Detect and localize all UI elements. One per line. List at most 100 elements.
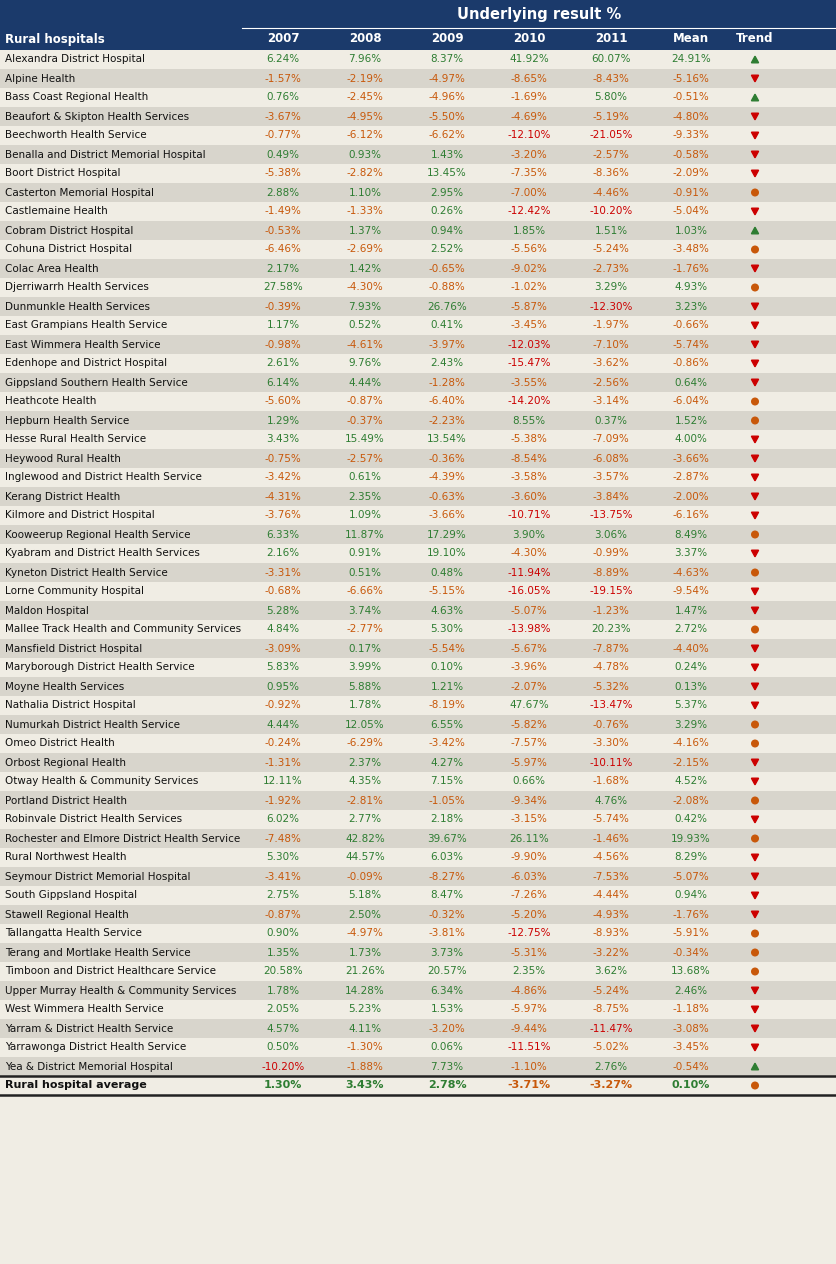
Text: Underlying result %: Underlying result %: [457, 6, 621, 21]
Text: 2.16%: 2.16%: [267, 549, 299, 559]
Text: -3.27%: -3.27%: [589, 1081, 633, 1091]
Bar: [0, 734, 836, 753]
Text: -0.87%: -0.87%: [347, 397, 384, 407]
Text: -5.74%: -5.74%: [593, 814, 630, 824]
Circle shape: [752, 722, 758, 728]
Text: 44.57%: 44.57%: [345, 852, 385, 862]
Text: -3.58%: -3.58%: [511, 473, 548, 483]
Text: -8.89%: -8.89%: [593, 568, 630, 578]
Text: 0.52%: 0.52%: [349, 321, 381, 330]
Text: Maryborough District Health Service: Maryborough District Health Service: [5, 662, 195, 672]
Text: -1.68%: -1.68%: [593, 776, 630, 786]
Text: 3.62%: 3.62%: [594, 967, 628, 977]
Bar: [0, 487, 836, 506]
Bar: [0, 278, 836, 297]
Text: -3.42%: -3.42%: [264, 473, 302, 483]
Text: -2.57%: -2.57%: [593, 149, 630, 159]
Polygon shape: [752, 265, 758, 272]
Circle shape: [752, 1082, 758, 1088]
Text: 2008: 2008: [349, 33, 381, 46]
Text: -3.42%: -3.42%: [429, 738, 466, 748]
Bar: [0, 1076, 836, 1095]
Text: 1.30%: 1.30%: [264, 1081, 302, 1091]
Text: 2.05%: 2.05%: [267, 1005, 299, 1015]
Text: -4.69%: -4.69%: [511, 111, 548, 121]
Text: 6.03%: 6.03%: [431, 852, 463, 862]
Text: -10.20%: -10.20%: [262, 1062, 304, 1072]
Text: -0.76%: -0.76%: [593, 719, 630, 729]
Circle shape: [752, 246, 758, 253]
Polygon shape: [752, 684, 758, 690]
Text: 3.29%: 3.29%: [594, 282, 628, 292]
Text: -0.99%: -0.99%: [593, 549, 630, 559]
Text: 2009: 2009: [431, 33, 463, 46]
Text: -5.24%: -5.24%: [593, 244, 630, 254]
Text: 24.91%: 24.91%: [671, 54, 711, 64]
Text: Boort District Hospital: Boort District Hospital: [5, 168, 120, 178]
Circle shape: [752, 930, 758, 937]
Text: -6.16%: -6.16%: [673, 511, 710, 521]
Text: 20.58%: 20.58%: [263, 967, 303, 977]
Text: -5.38%: -5.38%: [264, 168, 302, 178]
Circle shape: [752, 968, 758, 975]
Text: -3.14%: -3.14%: [593, 397, 630, 407]
Text: -11.51%: -11.51%: [507, 1043, 551, 1053]
Text: Orbost Regional Health: Orbost Regional Health: [5, 757, 126, 767]
Text: South Gippsland Hospital: South Gippsland Hospital: [5, 891, 137, 900]
Bar: [0, 829, 836, 848]
Text: -4.97%: -4.97%: [429, 73, 466, 83]
Text: 4.57%: 4.57%: [267, 1024, 299, 1034]
Text: -5.74%: -5.74%: [673, 340, 710, 350]
Text: 4.00%: 4.00%: [675, 435, 707, 445]
Text: -3.66%: -3.66%: [429, 511, 466, 521]
Polygon shape: [752, 892, 758, 899]
Bar: [0, 640, 836, 659]
Text: 14.28%: 14.28%: [345, 986, 385, 996]
Text: 4.35%: 4.35%: [349, 776, 381, 786]
Text: -8.19%: -8.19%: [429, 700, 466, 710]
Text: -6.66%: -6.66%: [347, 586, 384, 597]
Text: 8.29%: 8.29%: [675, 852, 707, 862]
Text: -3.09%: -3.09%: [265, 643, 301, 653]
Polygon shape: [752, 873, 758, 880]
Text: 2.76%: 2.76%: [594, 1062, 628, 1072]
Text: -0.63%: -0.63%: [429, 492, 466, 502]
Text: Cobram District Hospital: Cobram District Hospital: [5, 225, 134, 235]
Text: -4.61%: -4.61%: [347, 340, 384, 350]
Text: -1.23%: -1.23%: [593, 605, 630, 616]
Polygon shape: [752, 95, 758, 101]
Text: 19.93%: 19.93%: [671, 833, 711, 843]
Text: 2.17%: 2.17%: [267, 263, 299, 273]
Text: -10.11%: -10.11%: [589, 757, 633, 767]
Text: -3.57%: -3.57%: [593, 473, 630, 483]
Bar: [0, 791, 836, 810]
Bar: [0, 202, 836, 221]
Text: 2.52%: 2.52%: [431, 244, 464, 254]
Text: 1.53%: 1.53%: [431, 1005, 464, 1015]
Text: -1.46%: -1.46%: [593, 833, 630, 843]
Text: -8.65%: -8.65%: [511, 73, 548, 83]
Text: -12.03%: -12.03%: [507, 340, 551, 350]
Bar: [0, 126, 836, 145]
Text: -0.86%: -0.86%: [673, 359, 710, 369]
Text: -2.69%: -2.69%: [347, 244, 384, 254]
Text: -7.26%: -7.26%: [511, 891, 548, 900]
Text: 0.13%: 0.13%: [675, 681, 707, 691]
Text: -3.48%: -3.48%: [673, 244, 710, 254]
Polygon shape: [752, 303, 758, 310]
Text: 5.23%: 5.23%: [349, 1005, 381, 1015]
Text: -2.77%: -2.77%: [347, 624, 384, 635]
Text: 2.77%: 2.77%: [349, 814, 381, 824]
Bar: [0, 581, 836, 600]
Text: Inglewood and District Health Service: Inglewood and District Health Service: [5, 473, 201, 483]
Text: -5.38%: -5.38%: [511, 435, 548, 445]
Text: Tallangatta Health Service: Tallangatta Health Service: [5, 929, 142, 938]
Text: 1.29%: 1.29%: [267, 416, 299, 426]
Bar: [0, 0, 836, 28]
Text: -7.35%: -7.35%: [511, 168, 548, 178]
Polygon shape: [752, 436, 758, 442]
Text: 1.03%: 1.03%: [675, 225, 707, 235]
Polygon shape: [752, 455, 758, 461]
Circle shape: [752, 798, 758, 804]
Text: -3.60%: -3.60%: [511, 492, 548, 502]
